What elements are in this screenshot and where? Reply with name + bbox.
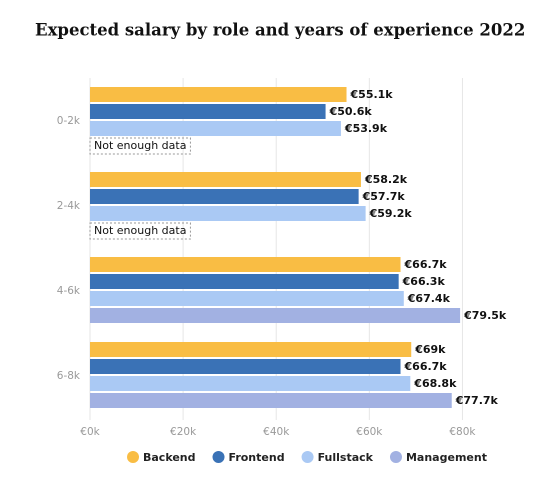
- y-tick-label: 4-6k: [57, 285, 81, 297]
- x-tick-label: €60k: [356, 426, 383, 438]
- x-tick-label: €0k: [80, 426, 100, 438]
- value-label: €79.5k: [463, 309, 507, 322]
- bar: [90, 257, 401, 272]
- legend-label: Management: [406, 451, 487, 464]
- legend-label: Fullstack: [318, 451, 374, 464]
- legend-swatch: [389, 451, 402, 463]
- bar: [90, 308, 461, 323]
- legend-label: Frontend: [229, 451, 285, 464]
- no-data-box: [89, 222, 191, 240]
- value-label: €55.1k: [350, 88, 394, 101]
- value-label: €68.8k: [413, 377, 457, 390]
- legend-label: Backend: [143, 451, 196, 464]
- value-label: €66.7k: [404, 258, 448, 271]
- bar: [90, 121, 341, 136]
- y-tick-label: 6-8k: [57, 370, 81, 382]
- bar: [90, 206, 366, 221]
- legend-swatch: [301, 451, 314, 463]
- value-label: €50.6k: [329, 105, 373, 118]
- no-data-label: Not enough data: [94, 139, 186, 152]
- bar: [90, 189, 359, 204]
- x-tick-label: €80k: [449, 426, 476, 438]
- bar: [90, 274, 399, 289]
- chart-title: Expected salary by role and years of exp…: [35, 21, 525, 40]
- value-label: €77.7k: [455, 394, 499, 407]
- x-tick-label: €40k: [263, 426, 290, 438]
- bar: [90, 172, 361, 187]
- bar: [90, 291, 404, 306]
- no-data-label: Not enough data: [94, 224, 186, 237]
- value-label: €67.4k: [407, 292, 451, 305]
- value-label: €58.2k: [364, 173, 408, 186]
- value-label: €69k: [414, 343, 446, 356]
- value-label: €57.7k: [362, 190, 406, 203]
- y-tick-label: 2-4k: [57, 200, 81, 212]
- legend-swatch: [127, 451, 139, 463]
- bar: [90, 376, 411, 391]
- legend-swatch: [212, 451, 225, 463]
- bar: [90, 359, 401, 374]
- value-label: €66.7k: [404, 360, 448, 373]
- value-label: €53.9k: [344, 122, 388, 135]
- bar: [90, 342, 412, 357]
- bar: [90, 393, 452, 408]
- x-tick-label: €20k: [170, 426, 197, 438]
- value-label: €59.2k: [369, 207, 413, 220]
- value-label: €66.3k: [402, 275, 446, 288]
- no-data-box: [89, 137, 191, 155]
- y-tick-label: 0-2k: [57, 115, 81, 127]
- bar: [90, 87, 347, 102]
- bar: [90, 104, 326, 119]
